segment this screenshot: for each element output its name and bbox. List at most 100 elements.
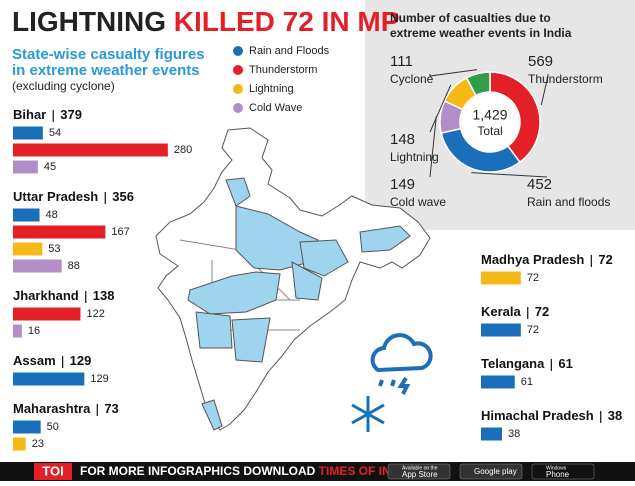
legend-label: Cold Wave <box>249 102 302 114</box>
state-heading: Madhya Pradesh 72 <box>481 252 613 267</box>
donut-segment <box>465 71 491 97</box>
state-total: 61 <box>558 356 572 371</box>
donut-title: extreme weather events in India <box>390 26 572 40</box>
donut-caption: Total <box>477 124 502 138</box>
snow-icon <box>351 396 385 432</box>
bar-label: 23 <box>32 438 44 450</box>
donut-value: 452 <box>527 176 552 193</box>
badge <box>531 463 595 480</box>
donut-segment <box>489 71 541 164</box>
donut-category: Rain and floods <box>527 195 610 209</box>
legend-label: Rain and Floods <box>249 45 330 57</box>
state-heading: Bihar 379 <box>13 107 82 122</box>
leader-line <box>429 116 437 178</box>
bar-label: 88 <box>68 260 80 272</box>
badge-big: App Store <box>402 470 438 479</box>
bar-label: 50 <box>47 421 59 433</box>
leader-line <box>429 69 478 77</box>
state-name: Jharkhand <box>13 288 79 303</box>
state-total: 356 <box>112 189 134 204</box>
donut-center: 1,429 <box>472 107 507 123</box>
footer-text: FOR MORE INFOGRAPHICS DOWNLOAD TIMES OF … <box>80 464 438 478</box>
state-total: 129 <box>70 353 92 368</box>
state-total: 138 <box>93 288 115 303</box>
leader-line <box>471 172 548 178</box>
donut-value: 149 <box>390 176 415 193</box>
state-heading: Maharashtra 73 <box>13 401 119 416</box>
legend-swatch <box>233 65 243 75</box>
bar-label: 53 <box>48 243 60 255</box>
state-heading: Uttar Pradesh 356 <box>13 189 134 204</box>
map-highlight <box>187 177 411 431</box>
bar-label: 38 <box>508 428 520 440</box>
state-heading: Kerala 72 <box>481 304 549 319</box>
bar-label: 122 <box>86 308 104 320</box>
bar <box>13 372 85 386</box>
bar-label: 54 <box>49 127 61 139</box>
state-total: 379 <box>60 107 82 122</box>
bar <box>13 324 22 338</box>
bar <box>13 143 168 157</box>
state-name: Madhya Pradesh <box>481 252 584 267</box>
badge <box>459 463 523 480</box>
state-total: 72 <box>535 304 549 319</box>
leader-line <box>429 84 452 133</box>
bar <box>481 375 515 389</box>
donut-title: Number of casualties due to <box>390 11 551 25</box>
legend-swatch <box>233 84 243 94</box>
bar-label: 45 <box>44 161 56 173</box>
state-name: Himachal Pradesh <box>481 408 594 423</box>
donut-value: 111 <box>390 53 413 70</box>
state-heading: Jharkhand 138 <box>13 288 114 303</box>
bar-label: 72 <box>527 272 539 284</box>
bar-label: 72 <box>527 324 539 336</box>
title-lead: LIGHTNING <box>12 6 166 37</box>
bar-label: 167 <box>111 226 129 238</box>
badge-small: Windows <box>546 465 567 471</box>
rain-icon <box>370 333 433 395</box>
bar <box>13 307 81 321</box>
logo: TOI <box>42 463 63 478</box>
subtitle: State-wise casualty figures <box>12 46 205 63</box>
donut-category: Thunderstorm <box>528 72 603 86</box>
bar-label: 61 <box>521 376 533 388</box>
donut-value: 148 <box>390 131 415 148</box>
donut-value: 569 <box>528 53 553 70</box>
state-name: Kerala <box>481 304 522 319</box>
state-heading: Himachal Pradesh 38 <box>481 408 622 423</box>
badge-big: Google play <box>474 467 517 476</box>
state-total: 72 <box>598 252 612 267</box>
state-total: 38 <box>608 408 622 423</box>
state-name: Bihar <box>13 107 46 122</box>
bar-label: 16 <box>28 325 40 337</box>
state-name: Maharashtra <box>13 401 91 416</box>
title: LIGHTNING KILLED 72 IN MP <box>12 6 399 37</box>
badge-big: Phone <box>546 470 570 479</box>
bar <box>481 323 521 337</box>
donut-hole <box>461 93 519 151</box>
bar-label: 280 <box>174 144 192 156</box>
bar <box>13 208 40 222</box>
bar <box>13 259 62 273</box>
bar-label: 129 <box>90 373 108 385</box>
donut-category: Cold wave <box>390 195 446 209</box>
legend-swatch <box>233 46 243 56</box>
legend-label: Lightning <box>249 83 294 95</box>
legend-label: Thunderstorm <box>249 64 317 76</box>
footer-text: FOR MORE INFOGRAPHICS DOWNLOAD <box>80 464 316 478</box>
legend-swatch <box>233 103 243 113</box>
state-name: Uttar Pradesh <box>13 189 98 204</box>
note: (excluding cyclone) <box>12 79 115 93</box>
bar <box>13 160 38 174</box>
title-highlight: KILLED 72 IN MP <box>174 6 400 37</box>
bar <box>13 126 43 140</box>
state-total: 73 <box>104 401 118 416</box>
state-heading: Telangana 61 <box>481 356 573 371</box>
state-name: Assam <box>13 353 56 368</box>
state-heading: Assam 129 <box>13 353 91 368</box>
badge <box>387 463 451 480</box>
logo-box <box>34 463 72 480</box>
bar <box>13 242 43 256</box>
bar <box>481 427 503 441</box>
